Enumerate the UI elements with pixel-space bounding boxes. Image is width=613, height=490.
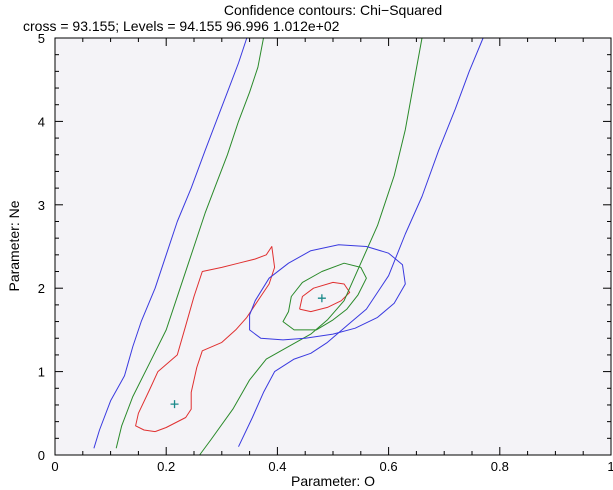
best-fit-cross-0 (170, 400, 179, 409)
y-tick-label: 2 (38, 281, 45, 296)
x-tick-label: 0.2 (157, 459, 175, 474)
x-tick-label: 0 (51, 459, 58, 474)
best-fit-crosses (170, 294, 326, 409)
chart-title: Confidence contours: Chi−Squared (224, 2, 442, 18)
x-axis-label: Parameter: O (291, 473, 375, 489)
red-contour-0 (135, 246, 276, 433)
x-tick-label: 0.6 (380, 459, 398, 474)
green-contour-4 (282, 262, 367, 331)
plot-area (55, 38, 611, 455)
axis-ticks: 0 0.2 0.4 0.6 0.8 1 0 1 2 3 4 5 (38, 31, 613, 474)
red-contour-1 (299, 281, 351, 313)
x-tick-label: 0.8 (491, 459, 509, 474)
green-contour-3 (199, 37, 423, 456)
y-tick-label: 5 (38, 31, 45, 46)
y-axis-label: Parameter: Ne (6, 200, 22, 291)
blue-contour-6 (238, 37, 484, 447)
best-fit-cross-1 (317, 294, 326, 303)
green-contour-2 (115, 37, 264, 449)
y-tick-label: 3 (38, 198, 45, 213)
chart-subtitle: cross = 93.155; Levels = 94.155 96.996 1… (23, 18, 340, 34)
blue-contour-7 (249, 244, 406, 341)
y-tick-label: 0 (38, 448, 45, 463)
x-tick-label: 1 (607, 459, 613, 474)
contour-curves (93, 37, 484, 456)
y-tick-label: 1 (38, 365, 45, 380)
blue-contour-5 (93, 37, 248, 449)
x-tick-label: 0.4 (268, 459, 286, 474)
y-tick-label: 4 (38, 114, 45, 129)
